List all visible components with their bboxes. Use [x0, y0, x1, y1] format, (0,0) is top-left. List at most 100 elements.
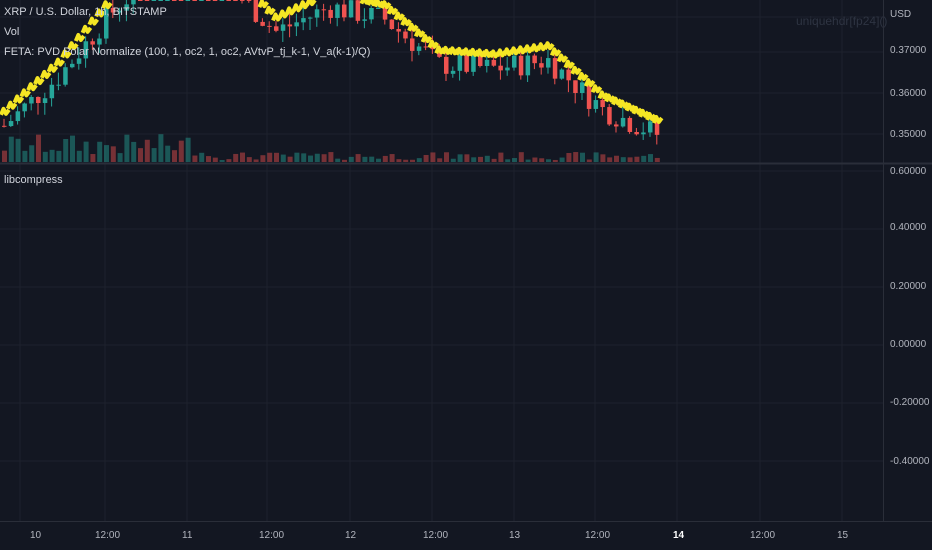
volume-bar	[63, 138, 69, 162]
candle-body	[403, 31, 408, 39]
candle-body	[151, 0, 157, 1]
volume-bar	[457, 154, 463, 162]
time-tick-label: 12:00	[750, 530, 776, 541]
volume-bar	[532, 157, 538, 162]
indicator-legend[interactable]: FETA: PVD Polar Normalize (100, 1, oc2, …	[4, 46, 371, 58]
candle-body	[525, 55, 531, 76]
candle-body	[199, 0, 204, 1]
candle-body	[559, 69, 565, 79]
volume-bar	[552, 159, 558, 162]
volume-bar	[444, 152, 449, 162]
indicator-mark	[39, 69, 52, 79]
volume-legend[interactable]: Vol	[4, 26, 20, 38]
indicator-mark	[60, 49, 72, 59]
indicator-mark	[407, 22, 419, 32]
candle-body	[464, 55, 469, 72]
volume-bar	[76, 150, 82, 162]
candle-body	[15, 111, 21, 122]
indicator-mark	[87, 16, 99, 26]
volume-bar	[335, 158, 341, 162]
indicator-mark	[549, 47, 562, 57]
indicator-mark	[427, 39, 439, 49]
volume-bar	[648, 154, 653, 162]
indicator-mark	[379, 0, 392, 10]
indicator-mark	[373, 0, 385, 8]
candle-body	[444, 56, 449, 74]
indicator-mark	[386, 5, 399, 15]
candle-body	[49, 84, 55, 99]
symbol-legend[interactable]: XRP / U.S. Dollar, 1h, BITSTAMP	[4, 6, 167, 18]
time-tick-label: 12:00	[423, 530, 449, 541]
volume-bar	[342, 159, 347, 162]
volume-bar	[484, 155, 490, 162]
candle-body	[70, 63, 75, 68]
candle-body	[165, 0, 170, 1]
volume-bar	[566, 153, 572, 162]
indicator-mark	[400, 17, 412, 27]
indicator-mark	[570, 65, 582, 75]
volume-bar	[49, 149, 55, 162]
time-tick-label: 13	[509, 530, 521, 541]
candle-body	[301, 18, 306, 23]
price-axis-unit: USD	[890, 9, 912, 20]
candle-body	[22, 103, 27, 112]
candle-body	[117, 10, 123, 13]
indicator-mark	[257, 0, 269, 9]
candle-body	[138, 0, 143, 1]
candle-body	[206, 0, 211, 1]
volume-bar	[437, 158, 443, 162]
indicator-mark	[563, 59, 575, 69]
time-tick-label: 12:00	[585, 530, 611, 541]
candle-body	[131, 0, 136, 5]
lower-tick-label: 0.00000	[890, 339, 927, 350]
price-tick-label: 0.36000	[890, 88, 927, 99]
candle-body	[348, 0, 354, 18]
volume-bar	[294, 152, 300, 162]
volume-bar	[627, 157, 633, 162]
candle-body	[287, 24, 293, 27]
indicator-mark	[393, 11, 405, 21]
volume-bar	[321, 154, 327, 162]
candle-body	[389, 19, 395, 30]
candle-body	[124, 4, 129, 11]
volume-bar	[614, 155, 619, 162]
indicator-mark	[617, 99, 630, 109]
candle-body	[634, 131, 639, 135]
volume-bar	[430, 152, 436, 162]
volume-bar	[36, 134, 41, 162]
indicator-mark	[291, 3, 303, 13]
volume-bar	[355, 154, 361, 162]
candle-body	[471, 55, 476, 72]
indicator-mark	[264, 5, 276, 15]
candle-body	[484, 59, 490, 66]
candle-body	[342, 4, 347, 18]
candle-body	[566, 69, 571, 81]
indicator-mark	[359, 0, 371, 5]
lower-pane-title[interactable]: libcompress	[4, 174, 63, 186]
volume-bar	[654, 157, 660, 162]
volume-bar	[505, 159, 511, 162]
candle-body	[620, 117, 626, 127]
candle-body	[539, 63, 544, 68]
indicator-mark	[94, 8, 106, 18]
volume-bar	[178, 140, 184, 162]
time-tick-label: 12:00	[95, 530, 121, 541]
indicator-mark	[611, 96, 623, 106]
volume-bar	[124, 134, 130, 162]
candle-body	[36, 96, 41, 104]
volume-bar	[219, 159, 225, 162]
volume-bar	[478, 156, 483, 162]
volume-bar	[607, 157, 613, 162]
indicator-mark	[420, 34, 433, 44]
indicator-mark	[597, 90, 609, 100]
candle-body	[185, 0, 191, 1]
volume-bar	[403, 159, 409, 162]
candle-body	[2, 125, 7, 127]
indicator-mark	[305, 0, 317, 7]
candle-body	[83, 41, 89, 59]
lower-tick-label: 0.40000	[890, 222, 927, 233]
volume-bar	[525, 159, 531, 162]
indicator-mark	[12, 94, 25, 104]
volume-bar	[518, 152, 524, 162]
candle-body	[335, 4, 340, 18]
